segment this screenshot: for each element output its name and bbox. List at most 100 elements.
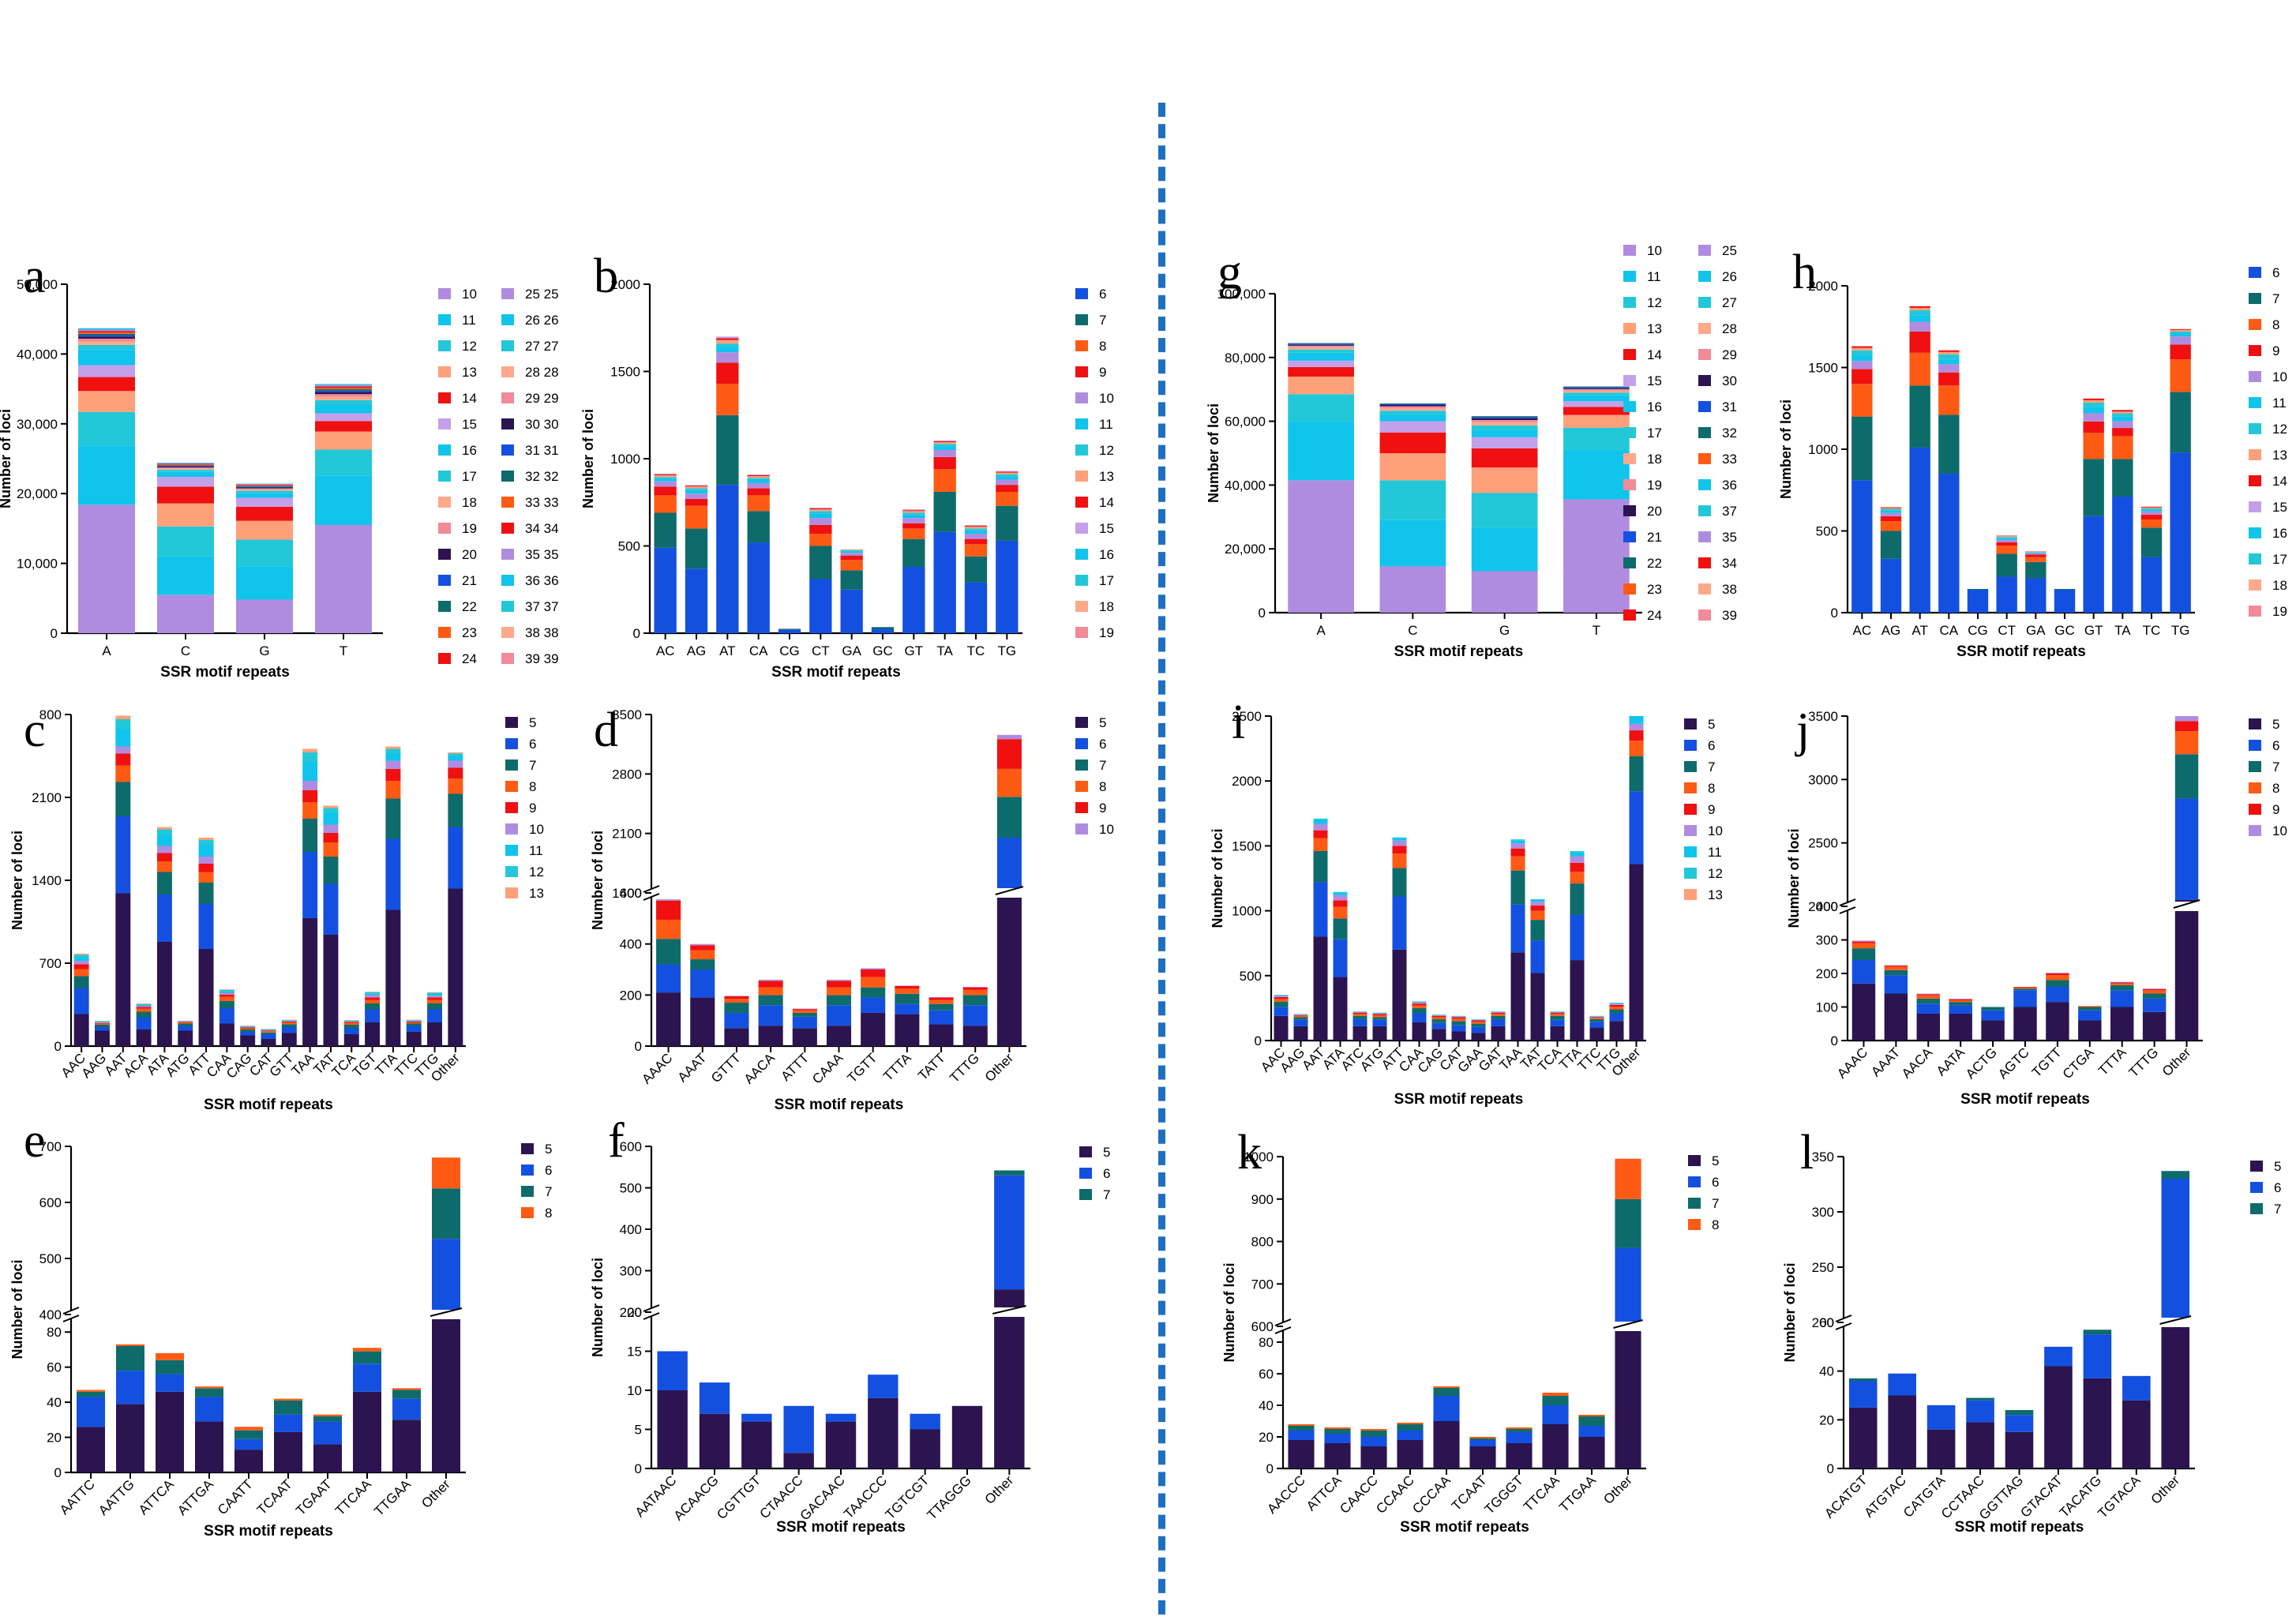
bar-segment-b <box>996 474 1018 476</box>
legend-label: 13 <box>1099 469 1114 484</box>
panel-label-a: a <box>24 249 46 303</box>
bar-segment-c <box>240 1029 255 1030</box>
bar-segment-g <box>1563 389 1630 391</box>
bar-segment-h <box>1938 373 1959 386</box>
bar-segment-d <box>929 997 954 998</box>
bar-segment-i <box>1373 1015 1387 1017</box>
bar-segment-i <box>1472 1024 1486 1027</box>
legend-swatch <box>438 627 451 638</box>
bar-segment-k <box>1397 1423 1423 1424</box>
bar-segment-c <box>95 1031 110 1047</box>
x-axis-title: SSR motif repeats <box>204 1523 333 1540</box>
bar-segment-i <box>1432 1019 1446 1023</box>
bar-segment-k <box>1360 1446 1386 1468</box>
y-axis-title: Number of loci <box>1786 828 1802 928</box>
bar-segment-c <box>219 995 234 997</box>
bar-segment-i <box>1511 904 1525 952</box>
legend-swatch <box>1623 375 1636 386</box>
legend-swatch <box>1698 583 1711 594</box>
bar-segment-e <box>116 1404 144 1472</box>
bar-segment-b <box>748 489 770 496</box>
bar-segment-g <box>1563 428 1630 450</box>
bar-segment-i <box>1294 1016 1308 1018</box>
bar-segment-h <box>1881 521 1901 531</box>
bar-segment-d <box>690 945 715 950</box>
bar-segment-h <box>1881 513 1901 516</box>
bar-segment-i <box>1334 892 1348 893</box>
bar-segment-i <box>1590 1017 1604 1018</box>
legend-label: 6 <box>1708 738 1715 753</box>
bar-segment-d <box>827 981 851 988</box>
bar-segment-c <box>157 830 172 835</box>
x-tick-label: TTCAA <box>332 1476 374 1518</box>
bar-segment-b <box>965 531 987 534</box>
x-tick-label: G <box>259 643 269 658</box>
legend-swatch <box>1075 802 1088 813</box>
bar-segment-c <box>137 1005 152 1007</box>
legend-swatch <box>1698 609 1711 621</box>
legend-label: 13 <box>1708 887 1723 902</box>
legend-swatch <box>501 497 514 508</box>
x-tick-label: Other <box>2148 1472 2183 1507</box>
bar-segment-a <box>78 345 135 350</box>
legend-swatch <box>2249 825 2261 836</box>
y-axis-title: Number of loci <box>1206 403 1221 503</box>
bar-segment-f <box>700 1382 730 1414</box>
x-tick-label: AATTG <box>96 1476 137 1518</box>
x-tick-label: AC <box>656 643 675 658</box>
x-tick-label: TTCAA <box>1521 1472 1563 1514</box>
bar-segment-e <box>156 1360 184 1375</box>
bar-segment-j <box>2013 988 2036 990</box>
y-axis-title: Number of loci <box>0 409 13 508</box>
y-tick-label: 1000 <box>1232 904 1262 919</box>
legend-swatch <box>1079 1189 1092 1200</box>
bar-segment-h <box>1996 537 2017 538</box>
bar-segment-i <box>1511 871 1525 905</box>
bar-segment-c <box>137 1012 152 1018</box>
bar-segment-h <box>2083 400 2103 403</box>
bar-segment-a <box>315 387 372 388</box>
bar-segment-k <box>1469 1440 1495 1446</box>
y-tick-label: 500 <box>1816 524 1838 539</box>
bar-segment-d <box>724 1013 748 1028</box>
bar-segment-k <box>1288 1440 1314 1468</box>
bar-segment-c <box>323 842 338 857</box>
x-tick-label: GC <box>872 643 893 658</box>
bar-segment-h <box>2170 333 2190 336</box>
legend-label: 25 25 <box>525 287 559 302</box>
bar-segment-a <box>315 400 372 404</box>
bar-segment-c <box>95 1022 110 1023</box>
bar-segment-c <box>385 769 400 781</box>
x-tick-label: GTACAT <box>2017 1472 2065 1520</box>
legend-label: 11 <box>462 313 476 328</box>
y-tick-label: 700 <box>39 956 62 971</box>
legend-label: 39 39 <box>525 651 559 666</box>
bar-segment-i <box>1531 911 1545 921</box>
bar-segment-h <box>2141 508 2162 510</box>
bar-segment-d <box>929 1025 954 1046</box>
legend-swatch <box>2249 345 2261 356</box>
bar-segment-a <box>78 336 135 339</box>
bar-segment-l <box>1927 1430 1956 1468</box>
legend-label: 13 <box>462 365 477 380</box>
bar-segment-c <box>199 857 214 864</box>
legend-label: 6 <box>545 1163 552 1178</box>
bar-segment-j <box>2110 990 2133 1007</box>
bar-segment-c <box>385 839 400 910</box>
bar-segment-i <box>1610 1005 1624 1007</box>
bar-segment-d <box>759 980 783 981</box>
y-axis-title: Number of loci <box>590 831 606 930</box>
legend-swatch <box>1075 366 1088 377</box>
legend-label: 6 <box>529 737 536 752</box>
bar-segment-c <box>323 806 338 808</box>
bar-segment-c <box>365 1010 380 1023</box>
bar-segment-i <box>1274 1016 1289 1041</box>
legend-label: 24 <box>462 651 477 666</box>
bar-segment-d <box>793 1008 817 1009</box>
y-tick-label: 0 <box>54 1465 62 1480</box>
bar-segment-e <box>353 1348 381 1351</box>
